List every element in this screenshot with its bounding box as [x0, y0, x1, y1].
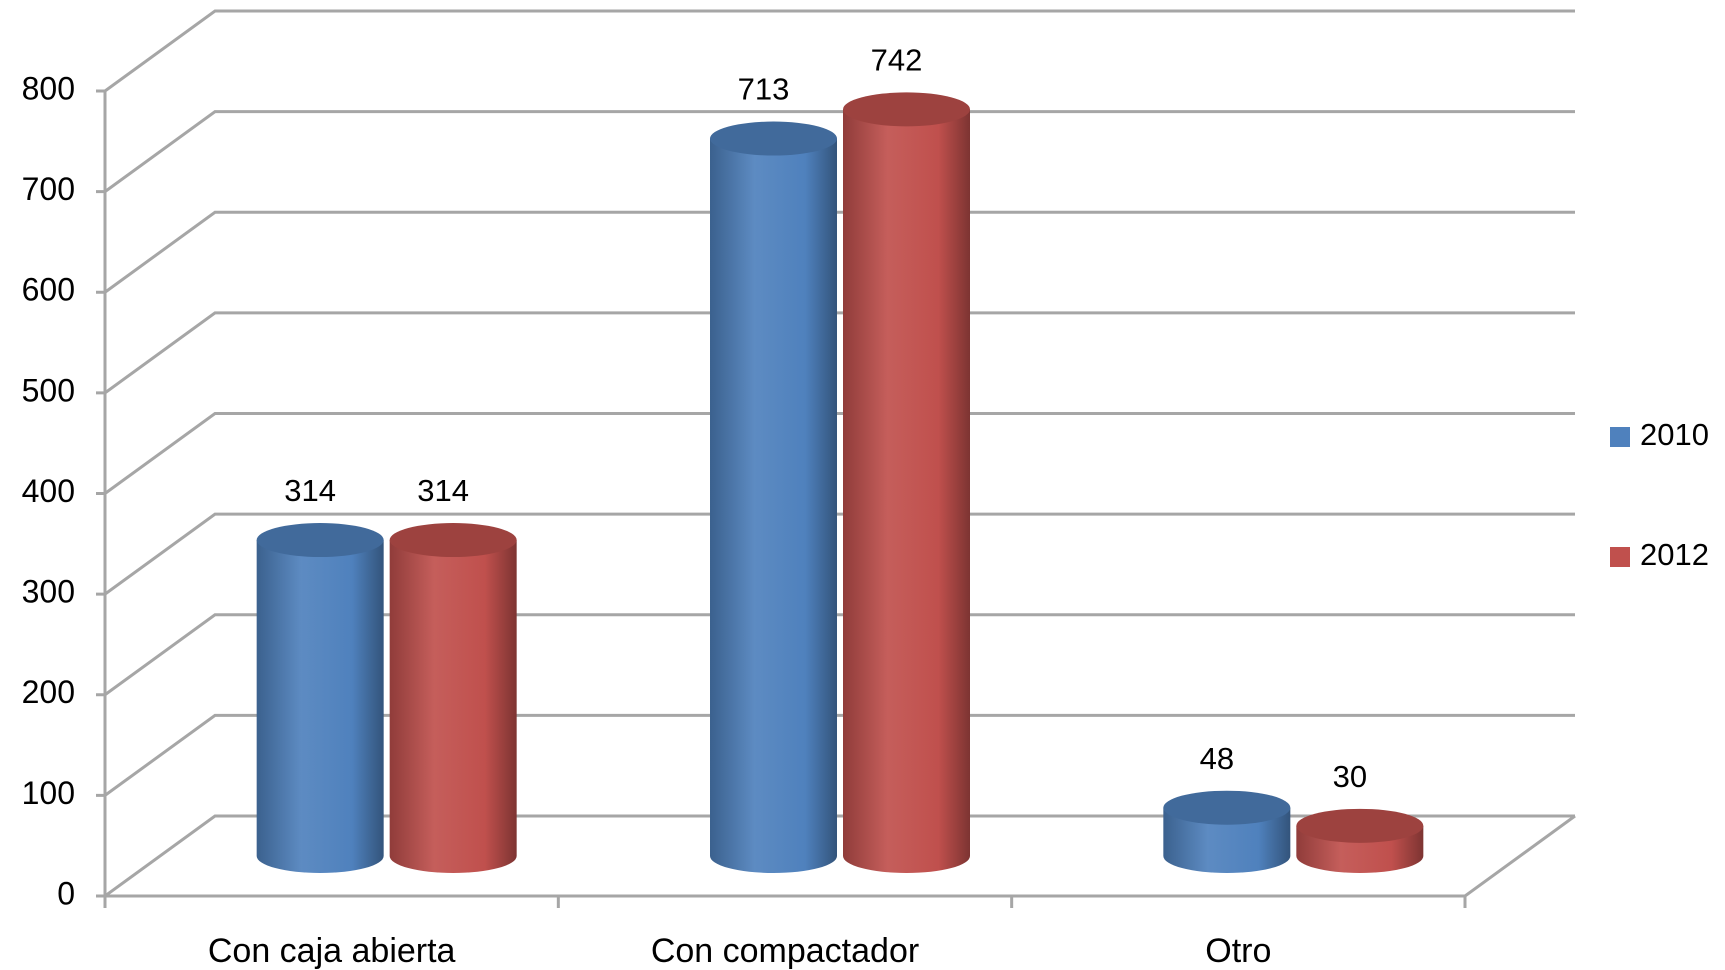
- y-tick-label: 300: [22, 574, 75, 610]
- x-tick-label: Otro: [1205, 932, 1271, 970]
- x-tick-label: Con caja abierta: [208, 932, 456, 970]
- cylinder: [256, 523, 384, 873]
- cylinder: [843, 92, 970, 874]
- cylinder-top: [1296, 808, 1424, 843]
- cylinder-top: [1163, 790, 1291, 825]
- grid-line: [104, 9, 1575, 93]
- y-tick-label: 500: [22, 372, 75, 408]
- legend-swatch: [1610, 547, 1630, 567]
- grid-line: [104, 311, 1575, 395]
- grid-line: [104, 110, 1575, 193]
- grid-line: [104, 412, 1575, 495]
- legend-label: 2010: [1640, 417, 1709, 452]
- y-tick-label: 800: [22, 70, 75, 106]
- grid-line: [104, 713, 1575, 797]
- cylinder: [389, 523, 517, 873]
- cylinder-top: [256, 523, 384, 558]
- cylinder-body: [843, 109, 970, 874]
- y-tick-label: 0: [57, 875, 75, 911]
- data-label: 48: [1200, 741, 1234, 776]
- y-tick-label: 600: [22, 272, 75, 308]
- y-tick-label: 100: [22, 775, 75, 811]
- y-tick-label: 400: [22, 473, 75, 509]
- data-label: 314: [417, 473, 469, 508]
- legend-swatch: [1610, 427, 1630, 447]
- data-label: 314: [284, 473, 336, 508]
- cylinder: [1163, 790, 1291, 873]
- grid-line: [104, 512, 1575, 596]
- x-tick-label: Con compactador: [651, 932, 919, 970]
- cylinder-top: [389, 523, 517, 558]
- data-label: 713: [738, 72, 790, 107]
- cylinder-body: [256, 540, 384, 873]
- grid-line: [104, 613, 1575, 696]
- y-tick-label: 700: [22, 171, 75, 207]
- cylinder: [710, 121, 837, 873]
- data-label: 742: [871, 43, 923, 78]
- cylinder-body: [389, 540, 517, 873]
- cylinder: [1296, 808, 1424, 873]
- cylinder-top: [710, 121, 837, 156]
- floor-right: [1464, 814, 1576, 898]
- data-label: 30: [1333, 759, 1367, 794]
- grid-line: [104, 210, 1575, 294]
- y-tick-label: 200: [22, 674, 75, 710]
- cylinder-body: [1163, 807, 1291, 873]
- cylinder-top: [843, 92, 970, 127]
- cylinder-body: [710, 138, 837, 873]
- grid-line: [104, 814, 1575, 898]
- legend-label: 2012: [1640, 537, 1709, 572]
